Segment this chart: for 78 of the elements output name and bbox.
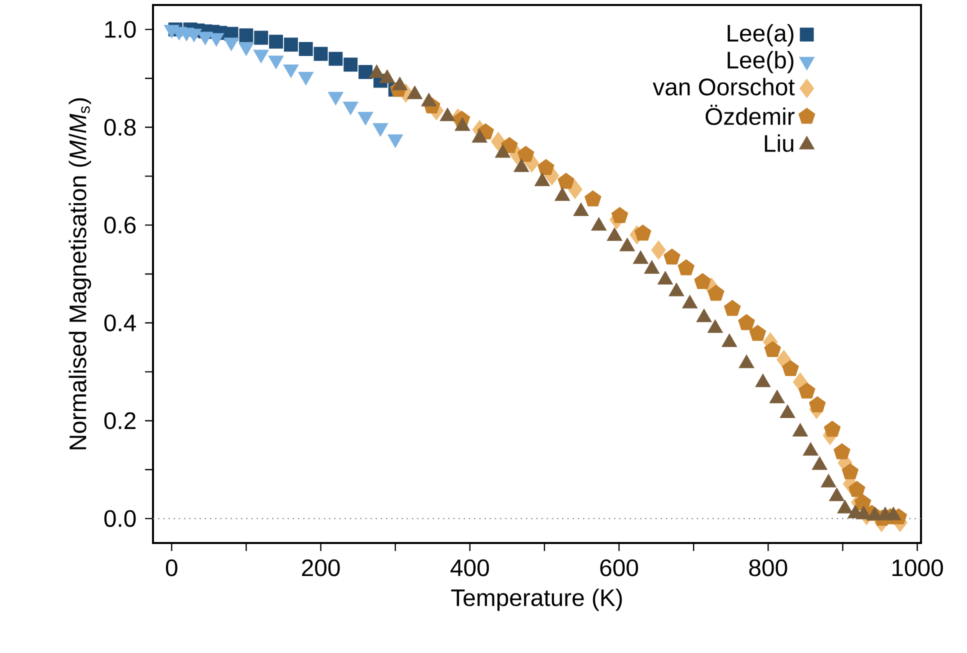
point <box>834 443 850 460</box>
point <box>239 28 254 42</box>
point <box>634 224 652 241</box>
point <box>668 282 684 296</box>
x-tick-label: 800 <box>749 559 788 576</box>
point <box>344 58 358 72</box>
point <box>749 324 766 341</box>
point <box>780 404 796 418</box>
point <box>644 260 660 274</box>
point <box>722 334 738 348</box>
legend-label: Özdemir <box>706 104 794 126</box>
point <box>269 34 284 49</box>
legend-label: Liu <box>764 134 794 152</box>
point <box>886 506 902 520</box>
y-tick-label: 0.2 <box>104 412 136 430</box>
point <box>584 190 602 206</box>
point <box>848 480 866 497</box>
point <box>664 248 680 265</box>
point <box>764 341 781 357</box>
point <box>678 259 694 276</box>
y-axis-title: Normalised Magnetisation (M/M$_{s}$) <box>68 98 92 450</box>
point <box>682 295 698 308</box>
point <box>812 456 828 470</box>
point <box>633 250 648 264</box>
x-axis-title: Temperature (K) <box>451 588 622 611</box>
y-tick-label: 0.8 <box>104 118 136 136</box>
point <box>837 500 853 514</box>
point <box>708 320 723 333</box>
legend-label: van Oorschot <box>652 78 795 96</box>
point <box>651 240 666 260</box>
point <box>724 300 741 316</box>
x-tick-label: 600 <box>600 559 638 576</box>
point <box>798 382 816 399</box>
point <box>856 506 872 520</box>
point <box>658 271 673 284</box>
legend-label: Lee(b) <box>728 51 794 74</box>
point <box>358 65 372 79</box>
x-tick-label: 0 <box>166 559 178 576</box>
point <box>314 46 328 61</box>
point <box>803 442 818 456</box>
point <box>328 52 343 66</box>
point <box>782 360 799 376</box>
point <box>517 146 534 162</box>
point <box>538 159 554 176</box>
y-tick-label: 0.0 <box>104 510 136 527</box>
y-tick-label: 0.4 <box>104 314 136 332</box>
y-tick-label: 1.0 <box>105 20 136 38</box>
point <box>611 207 628 223</box>
point <box>558 172 574 189</box>
point <box>824 420 841 437</box>
x-tick-label: 1000 <box>892 559 943 576</box>
point <box>829 488 844 502</box>
point <box>842 463 859 480</box>
legend-label: Lee(a) <box>728 24 794 46</box>
point <box>490 132 506 152</box>
point <box>755 374 771 388</box>
y-tick-label: 0.6 <box>104 216 136 234</box>
point <box>254 30 268 45</box>
point <box>820 474 836 488</box>
point <box>854 494 872 510</box>
point <box>284 38 298 52</box>
x-tick-label: 400 <box>450 559 489 576</box>
point <box>738 354 754 368</box>
point <box>769 390 785 404</box>
point <box>738 314 755 330</box>
point <box>694 273 711 289</box>
point <box>809 396 826 412</box>
point <box>696 308 712 322</box>
point <box>620 238 635 252</box>
x-tick-label: 200 <box>302 559 340 576</box>
point <box>606 228 622 241</box>
point <box>298 42 313 56</box>
point <box>573 202 589 216</box>
point <box>792 423 808 437</box>
point <box>534 172 550 186</box>
point <box>708 284 724 301</box>
point <box>591 217 607 231</box>
point <box>568 180 582 199</box>
